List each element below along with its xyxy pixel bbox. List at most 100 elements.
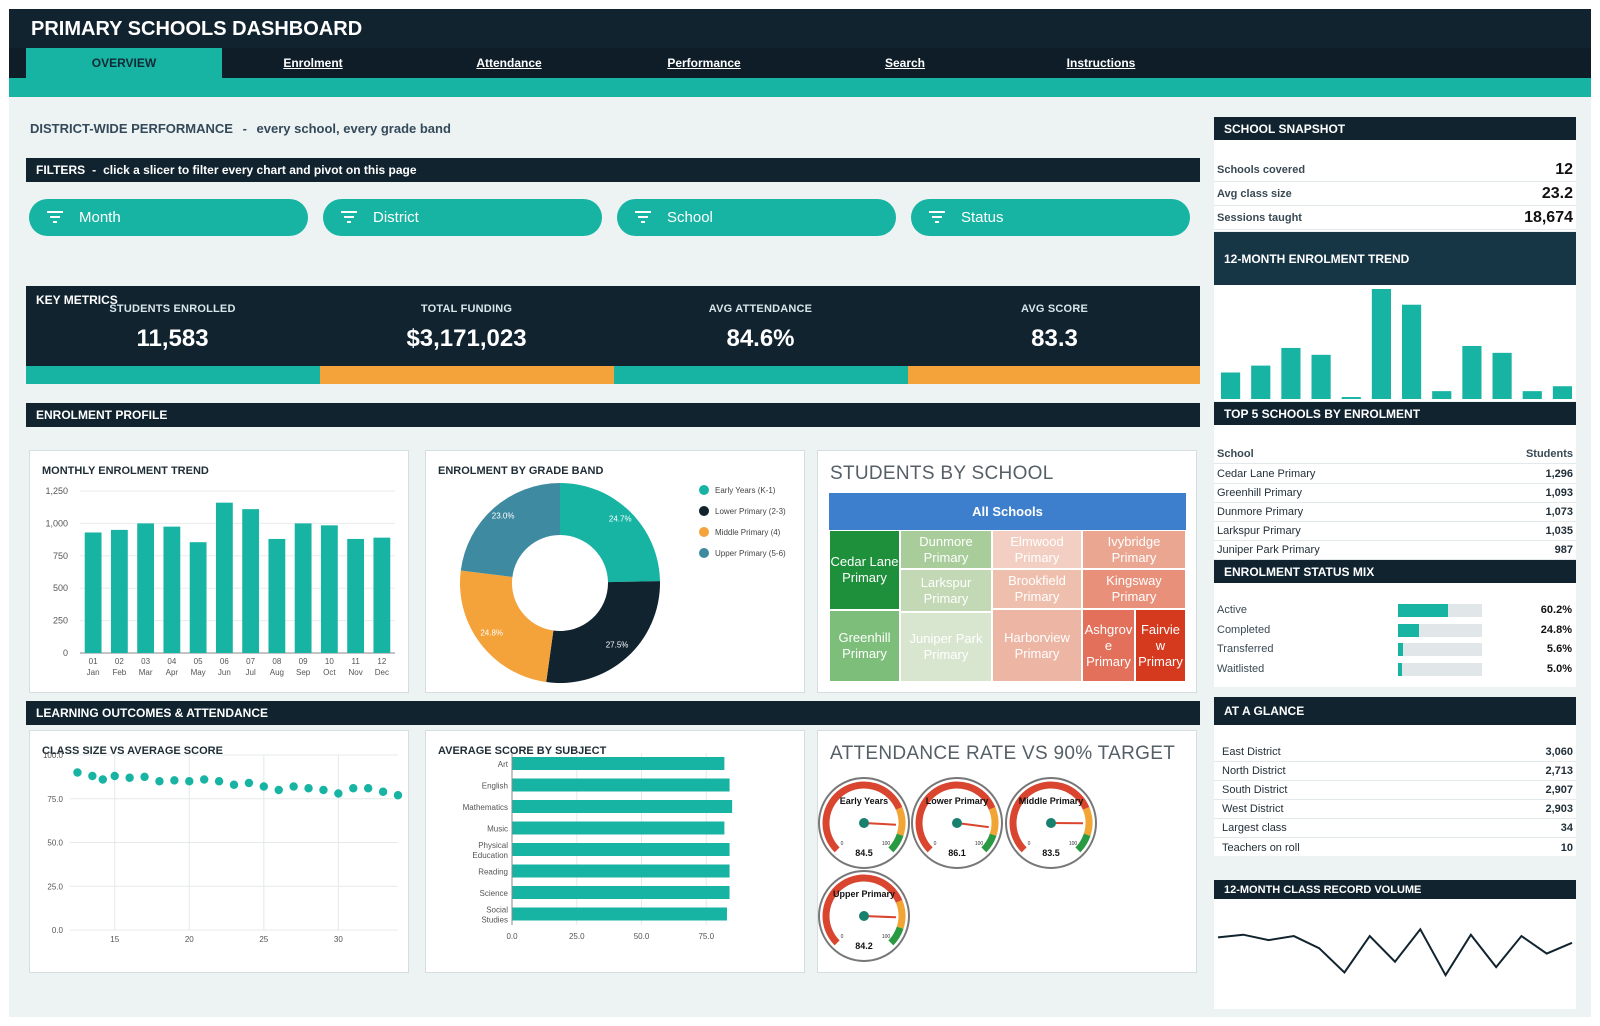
gauge-band bbox=[888, 926, 904, 946]
scatter-point bbox=[110, 771, 119, 781]
snapshot-value: 12 bbox=[1555, 160, 1573, 178]
y-tick-label: English bbox=[482, 782, 508, 791]
status-label: Active bbox=[1217, 604, 1247, 616]
record-volume-panel bbox=[1214, 899, 1576, 1009]
status-value: 5.6% bbox=[1546, 643, 1572, 655]
treemap-tile[interactable]: Cedar Lane Primary bbox=[829, 530, 900, 610]
treemap-tile[interactable]: Harborview Primary bbox=[992, 609, 1082, 682]
y-tick-label: Music bbox=[487, 825, 508, 834]
key-metrics-panel: KEY METRICS bbox=[26, 286, 1200, 366]
status-label: Transferred bbox=[1217, 643, 1274, 655]
donut-slice bbox=[460, 570, 554, 683]
bar bbox=[512, 821, 725, 835]
treemap-tile[interactable]: Ashgrov e Primary bbox=[1082, 609, 1135, 682]
bar bbox=[1462, 345, 1482, 399]
gauge-min: 0 bbox=[934, 841, 937, 847]
y-tick-label: 500 bbox=[53, 583, 68, 593]
tab-enrolment[interactable]: Enrolment bbox=[283, 56, 343, 70]
snapshot-label: Schools covered bbox=[1217, 163, 1306, 176]
treemap-tile[interactable]: Greenhill Primary bbox=[829, 610, 900, 682]
slice-label: 27.5% bbox=[606, 640, 629, 649]
treemap-area: Cedar Lane Primary Greenhill Primary Dunmore… bbox=[829, 530, 1186, 682]
school-name: Cedar Lane Primary bbox=[1217, 468, 1316, 480]
legend-label: Middle Primary (4) bbox=[715, 528, 781, 537]
y-tick-label: Education bbox=[472, 851, 508, 860]
glance-value: 3,060 bbox=[1545, 746, 1573, 758]
gauge-hub bbox=[859, 911, 869, 921]
tab-performance[interactable]: Performance bbox=[667, 56, 741, 70]
class-size-title: CLASS SIZE VS AVERAGE SCORE bbox=[42, 745, 223, 757]
tab-overview[interactable]: OVERVIEW bbox=[26, 48, 222, 78]
y-tick-label: 0 bbox=[63, 648, 68, 658]
treemap-tile[interactable]: Ivybridge Primary bbox=[1082, 530, 1186, 569]
slicer-school[interactable]: School bbox=[617, 199, 896, 236]
treemap-root[interactable]: All Schools bbox=[829, 493, 1186, 530]
x-tick-label: 75.0 bbox=[698, 932, 714, 941]
bar bbox=[512, 886, 730, 899]
table-row[interactable]: Larkspur Primary 1,035 bbox=[1214, 522, 1576, 541]
slicer-status[interactable]: Status bbox=[911, 199, 1190, 236]
school-students: 1,035 bbox=[1545, 525, 1573, 537]
treemap-tile[interactable]: Dunmore Primary bbox=[900, 530, 992, 569]
table-row[interactable]: Juniper Park Primary 987 bbox=[1214, 541, 1576, 560]
x-tick-label: 06 bbox=[220, 657, 229, 666]
gauge-band bbox=[1082, 807, 1093, 836]
x-tick-label: 05 bbox=[194, 657, 203, 666]
top5-header: TOP 5 SCHOOLS BY ENROLMENT bbox=[1214, 402, 1576, 425]
bar bbox=[512, 907, 727, 921]
filters-bar: FILTERS - click a slicer to filter every… bbox=[26, 158, 1200, 182]
school-students: 1,073 bbox=[1545, 506, 1573, 518]
scatter-point bbox=[289, 782, 298, 791]
gauge-value: 84.5 bbox=[855, 848, 873, 858]
monthly-enrolment-chart: 0 250 500 750 1,000 1,250 01 Jan 02 Feb 03 Mar 04 Apr… bbox=[45, 486, 395, 677]
slicer-district[interactable]: District bbox=[323, 199, 602, 236]
treemap-tile[interactable]: Elmwood Primary bbox=[992, 530, 1082, 569]
treemap-tile[interactable]: Fairvie w Primary bbox=[1135, 609, 1186, 682]
metric-band-3 bbox=[614, 366, 908, 384]
bar bbox=[512, 778, 730, 792]
slicer-status-label: Status bbox=[961, 209, 1004, 226]
tab-attendance[interactable]: Attendance bbox=[476, 56, 542, 70]
glance-panel bbox=[1214, 725, 1576, 856]
gauge-value: 83.5 bbox=[1042, 848, 1060, 858]
y-tick-label: 1,000 bbox=[45, 518, 68, 528]
treemap-tile[interactable]: Juniper Park Primary bbox=[900, 612, 992, 682]
x-tick-label: 04 bbox=[167, 657, 176, 666]
gauge-needle bbox=[863, 822, 897, 826]
table-row[interactable]: Dunmore Primary 1,073 bbox=[1214, 503, 1576, 522]
slicer-district-label: District bbox=[373, 209, 419, 226]
x-tick-sublabel: Apr bbox=[166, 668, 179, 677]
scatter-point bbox=[73, 768, 82, 777]
col-students: Students bbox=[1525, 448, 1573, 460]
tab-instructions[interactable]: Instructions bbox=[1066, 56, 1136, 70]
treemap-tile[interactable]: Kingsway Primary bbox=[1082, 569, 1186, 609]
gauge-min: 0 bbox=[1028, 841, 1031, 847]
grade-band-donut: 24.7% Early Years (K-1) 27.5% Lower Primary… bbox=[460, 483, 786, 683]
snapshot-row: Schools covered 12 bbox=[1214, 158, 1576, 182]
bar bbox=[320, 525, 338, 653]
treemap-tile[interactable]: Larkspur Primary bbox=[900, 569, 992, 612]
filter-icon bbox=[929, 211, 945, 223]
treemap-tile[interactable]: Brookfield Primary bbox=[992, 569, 1082, 609]
attendance-gauges: Early Years 84.5 0 100 Lower Primary 86.1 0 100… bbox=[818, 777, 1097, 962]
status-value: 24.8% bbox=[1540, 623, 1572, 636]
scatter-point bbox=[363, 784, 373, 793]
gauge-min: 0 bbox=[841, 934, 844, 940]
metric-total-funding: TOTAL FUNDING $3,171,023 bbox=[320, 303, 613, 353]
table-row[interactable]: Greenhill Primary 1,093 bbox=[1214, 484, 1576, 503]
status-label: Completed bbox=[1217, 623, 1271, 636]
scatter-point bbox=[393, 791, 403, 800]
school-name: Dunmore Primary bbox=[1217, 506, 1304, 518]
metric-band-2 bbox=[320, 366, 614, 384]
tab-search[interactable]: Search bbox=[884, 56, 926, 70]
slicer-month[interactable]: Month bbox=[29, 199, 308, 236]
nav-bar: OVERVIEW Enrolment Attendance Performanc… bbox=[9, 48, 1591, 78]
status-bar-track bbox=[1398, 662, 1482, 676]
school-students: 987 bbox=[1554, 544, 1573, 556]
table-row[interactable]: Cedar Lane Primary 1,296 bbox=[1214, 465, 1576, 484]
gauge-label: Upper Primary bbox=[833, 889, 895, 899]
x-tick-label: 07 bbox=[246, 657, 255, 666]
volume-line bbox=[1217, 927, 1573, 978]
glance-value: 34 bbox=[1560, 822, 1573, 834]
bar bbox=[1371, 289, 1391, 399]
